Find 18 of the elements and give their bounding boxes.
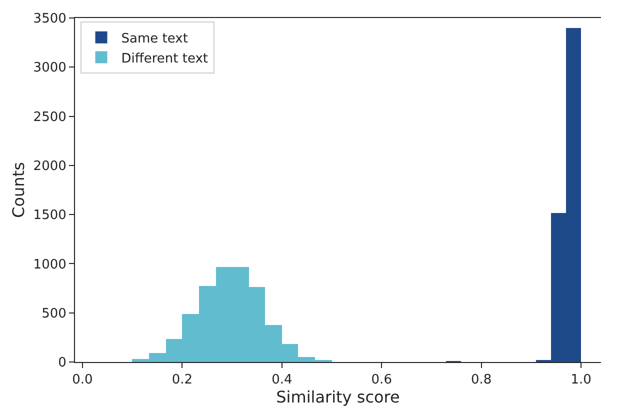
y-tick-label: 0 xyxy=(58,356,66,371)
y-tick-label: 3000 xyxy=(33,60,66,76)
x-tick-label: 0.8 xyxy=(470,372,492,388)
legend-label: Different text xyxy=(121,51,208,66)
x-tick-label: 0.0 xyxy=(72,372,93,388)
y-tick-label: 1500 xyxy=(33,208,66,224)
x-axis-title: Similarity score xyxy=(276,388,400,407)
y-tick-label: 2500 xyxy=(33,110,66,125)
y-tick-label: 500 xyxy=(42,306,66,322)
x-tick-label: 1.0 xyxy=(570,372,592,388)
x-tick-label: 0.6 xyxy=(371,372,392,388)
y-tick-label: 3500 xyxy=(33,12,66,27)
x-tick-label: 0.4 xyxy=(272,372,292,388)
y-tick-label: 1000 xyxy=(33,257,66,272)
y-axis-title: Counts xyxy=(9,162,28,218)
legend-label: Same text xyxy=(121,31,188,46)
y-tick-label: 2000 xyxy=(33,158,66,174)
x-tick-label: 0.2 xyxy=(172,372,193,388)
